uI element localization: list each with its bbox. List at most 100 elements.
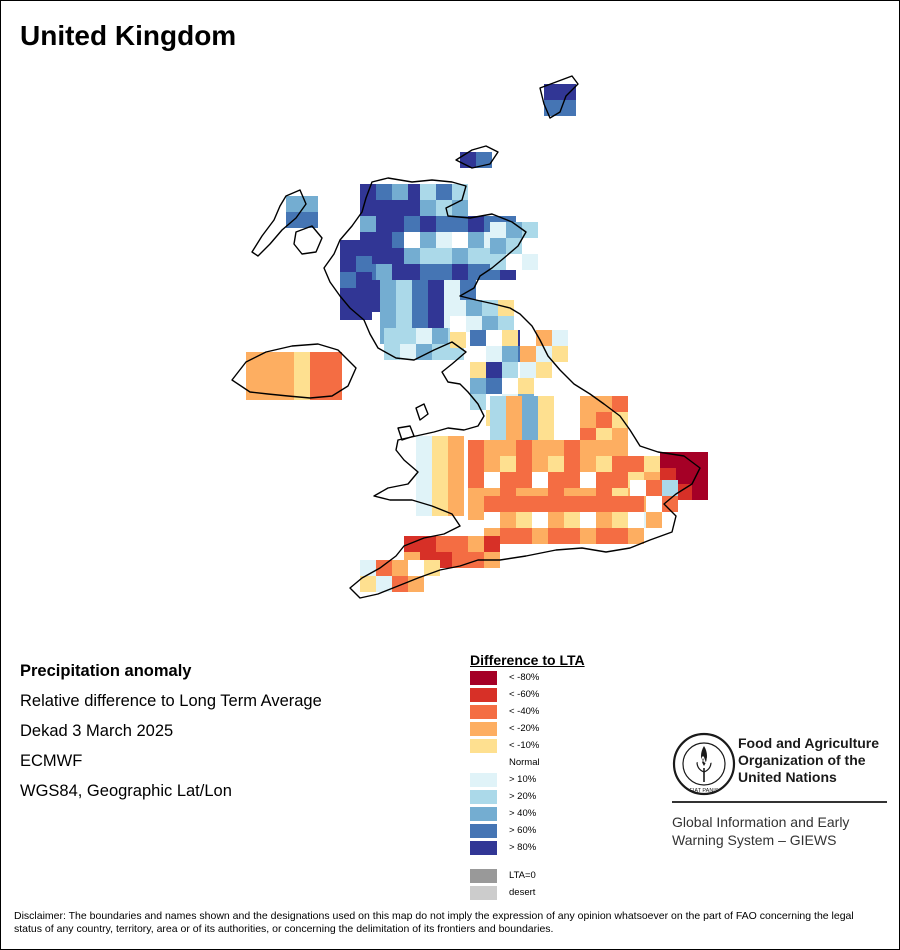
anomaly-cell bbox=[660, 452, 676, 468]
legend-swatch bbox=[470, 807, 497, 821]
anomaly-cell bbox=[450, 300, 466, 316]
organization-name: Food and Agriculture Organization of the… bbox=[738, 735, 880, 785]
anomaly-cell bbox=[460, 280, 476, 296]
anomaly-cell bbox=[448, 452, 464, 468]
legend-swatch bbox=[470, 756, 497, 770]
legend-label: LTA=0 bbox=[509, 870, 536, 881]
anomaly-cell bbox=[470, 330, 486, 346]
anomaly-cell bbox=[262, 352, 278, 368]
anomaly-cell bbox=[532, 528, 548, 544]
anomaly-cell bbox=[560, 100, 576, 116]
anomaly-cell bbox=[400, 328, 416, 344]
legend-label: < -10% bbox=[509, 740, 540, 751]
anomaly-cell bbox=[384, 344, 400, 360]
anomaly-cell bbox=[468, 520, 484, 536]
anomaly-cell bbox=[448, 436, 464, 452]
anomaly-cell bbox=[628, 456, 644, 472]
anomaly-cell bbox=[628, 496, 644, 512]
anomaly-cell bbox=[376, 264, 392, 280]
anomaly-cell bbox=[428, 296, 444, 312]
anomaly-cell bbox=[580, 528, 596, 544]
anomaly-cell bbox=[628, 512, 644, 528]
anomaly-cell bbox=[676, 484, 692, 500]
anomaly-cell bbox=[286, 196, 302, 212]
skye-coastline bbox=[293, 225, 323, 255]
anomaly-cell bbox=[246, 368, 262, 384]
anomaly-cell bbox=[404, 264, 420, 280]
anomaly-cell bbox=[596, 512, 612, 528]
anomaly-cell bbox=[662, 480, 678, 496]
legend-swatch bbox=[470, 773, 497, 787]
anomaly-cell bbox=[580, 396, 596, 412]
anomaly-cell bbox=[278, 352, 294, 368]
anomaly-cell bbox=[294, 352, 310, 368]
anomaly-cell bbox=[436, 264, 452, 280]
anomaly-cell bbox=[518, 378, 534, 394]
fao-logo: FAO FIAT PANIS bbox=[672, 732, 736, 796]
anomaly-cell bbox=[326, 368, 342, 384]
variable-description: Relative difference to Long Term Average bbox=[20, 692, 322, 710]
legend-label: > 60% bbox=[509, 825, 537, 836]
anomaly-cell bbox=[416, 452, 432, 468]
great-britain-coastline bbox=[323, 177, 701, 599]
anomaly-cell bbox=[356, 240, 372, 256]
anomaly-cell bbox=[412, 280, 428, 296]
anomaly-cell bbox=[416, 328, 432, 344]
anomaly-cell bbox=[560, 84, 576, 100]
anomaly-cell bbox=[484, 512, 500, 528]
anomaly-cell bbox=[356, 288, 372, 304]
legend-title: Difference to LTA bbox=[470, 652, 585, 668]
legend-label: Normal bbox=[509, 757, 540, 768]
anomaly-cell bbox=[452, 232, 468, 248]
anomaly-cell bbox=[580, 412, 596, 428]
anomaly-cell bbox=[646, 496, 662, 512]
anomaly-cell bbox=[412, 296, 428, 312]
anomaly-cell bbox=[412, 312, 428, 328]
anomaly-cell bbox=[612, 528, 628, 544]
anomaly-cell bbox=[596, 456, 612, 472]
anomaly-cell bbox=[564, 528, 580, 544]
anomaly-cell bbox=[468, 536, 484, 552]
anomaly-cell bbox=[522, 222, 538, 238]
anomaly-cell bbox=[452, 200, 468, 216]
anomaly-cell bbox=[612, 472, 628, 488]
anomaly-cell bbox=[452, 248, 468, 264]
anomaly-cell bbox=[436, 536, 452, 552]
anomaly-cell bbox=[376, 232, 392, 248]
anomaly-cell bbox=[596, 472, 612, 488]
legend-swatch bbox=[470, 790, 497, 804]
anomaly-cell bbox=[380, 296, 396, 312]
anomaly-cell bbox=[294, 368, 310, 384]
anomaly-cell bbox=[628, 528, 644, 544]
legend-swatch bbox=[470, 671, 497, 685]
anomaly-cell bbox=[596, 412, 612, 428]
anomaly-cell bbox=[532, 496, 548, 512]
anomaly-cell bbox=[468, 248, 484, 264]
anomaly-cell bbox=[420, 232, 436, 248]
anomaly-cell bbox=[380, 312, 396, 328]
anomaly-cell bbox=[564, 512, 580, 528]
legend-swatch bbox=[470, 841, 497, 855]
anomaly-cell bbox=[520, 362, 536, 378]
anomaly-cell bbox=[580, 512, 596, 528]
anomaly-cell bbox=[500, 440, 516, 456]
anomaly-cell bbox=[498, 316, 514, 332]
anomaly-cell bbox=[486, 378, 502, 394]
legend-swatch bbox=[470, 869, 497, 883]
anomaly-cell bbox=[294, 384, 310, 400]
anomaly-cell bbox=[466, 300, 482, 316]
anomaly-cell bbox=[516, 496, 532, 512]
anomaly-cell bbox=[396, 312, 412, 328]
anomaly-cell bbox=[340, 256, 356, 272]
anomaly-cell bbox=[436, 216, 452, 232]
logo-ring-lettering: FIAT PANIS bbox=[689, 788, 718, 794]
anomaly-cell bbox=[596, 440, 612, 456]
anomaly-cell bbox=[516, 512, 532, 528]
anomaly-cell bbox=[548, 456, 564, 472]
anomaly-cell bbox=[646, 512, 662, 528]
anomaly-cell bbox=[384, 328, 400, 344]
anomaly-cell bbox=[376, 184, 392, 200]
anomaly-cell bbox=[376, 248, 392, 264]
anomaly-cell bbox=[356, 304, 372, 320]
coastline bbox=[231, 75, 701, 599]
